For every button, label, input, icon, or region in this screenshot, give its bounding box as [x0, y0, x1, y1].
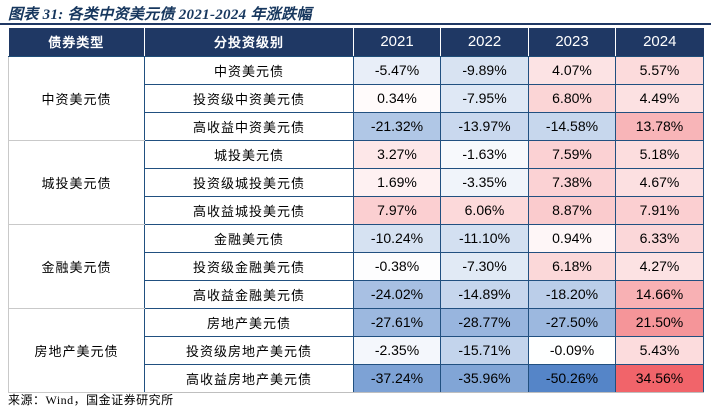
table-body: 中资美元债 中资美元债 -5.47% -9.89% 4.07% 5.57% 投资级中资美元债…: [8, 55, 704, 393]
value-cell: -3.35%: [440, 167, 529, 197]
value-cell: -35.96%: [440, 363, 529, 393]
value-cell: -15.71%: [440, 335, 529, 365]
value-cell: -0.09%: [528, 335, 616, 365]
value-cell: -7.30%: [440, 251, 529, 281]
value-cell: -11.10%: [440, 223, 529, 253]
bond-type-cell: 金融美元债: [8, 223, 145, 309]
value-cell: -27.50%: [528, 307, 616, 337]
bond-type-cell: 城投美元债: [8, 139, 145, 225]
table-header: 债券类型 分投资级别 2021 2022 2023 2024: [8, 28, 704, 57]
rating-label-cell: 金融美元债: [144, 223, 354, 253]
value-cell: -21.32%: [353, 111, 441, 141]
value-cell: -14.58%: [528, 111, 616, 141]
value-cell: -14.89%: [440, 279, 529, 309]
value-cell: -13.97%: [440, 111, 529, 141]
column-header-year: 2024: [615, 28, 704, 57]
rating-label-cell: 中资美元债: [144, 55, 354, 85]
bond-type-cell: 房地产美元债: [8, 307, 145, 393]
value-cell: 4.07%: [528, 55, 616, 85]
table-row: 投资级金融美元债 -0.38% -7.30% 6.18% 4.27%: [9, 251, 704, 281]
source-note: 来源：Wind，国金证券研究所: [8, 393, 174, 407]
value-cell: 34.56%: [615, 363, 704, 393]
value-cell: 7.59%: [528, 139, 616, 169]
rating-label-cell: 城投美元债: [144, 139, 354, 169]
value-cell: 6.18%: [528, 251, 616, 281]
figure-title: 图表 31: 各类中资美元债 2021-2024 年涨跌幅: [8, 7, 312, 23]
value-cell: 13.78%: [615, 111, 704, 141]
column-header-rating-level: 分投资级别: [144, 28, 354, 57]
value-cell: 1.69%: [353, 167, 441, 197]
table-row: 高收益城投美元债 7.97% 6.06% 8.87% 7.91%: [9, 195, 704, 225]
value-cell: 0.94%: [528, 223, 616, 253]
value-cell: -37.24%: [353, 363, 441, 393]
value-cell: 5.43%: [615, 335, 704, 365]
rating-label-cell: 高收益城投美元债: [144, 195, 354, 225]
table-row: 投资级城投美元债 1.69% -3.35% 7.38% 4.67%: [9, 167, 704, 197]
bond-type-cell: 中资美元债: [8, 55, 145, 141]
table-row: 高收益房地产美元债 -37.24% -35.96% -50.26% 34.56%: [9, 363, 704, 393]
rating-label-cell: 高收益中资美元债: [144, 111, 354, 141]
value-cell: 5.57%: [615, 55, 704, 85]
rating-label-cell: 房地产美元债: [144, 307, 354, 337]
table-row: 投资级中资美元债 0.34% -7.95% 6.80% 4.49%: [9, 83, 704, 113]
table-row: 房地产美元债 房地产美元债 -27.61% -28.77% -27.50% 21.50%: [8, 307, 704, 393]
value-cell: 7.91%: [615, 195, 704, 225]
value-cell: -5.47%: [353, 55, 441, 85]
value-cell: -10.24%: [353, 223, 441, 253]
value-cell: -28.77%: [440, 307, 529, 337]
title-divider: [0, 23, 711, 25]
table-row: 高收益中资美元债 -21.32% -13.97% -14.58% 13.78%: [9, 111, 704, 141]
rating-label-cell: 高收益房地产美元债: [144, 363, 354, 393]
value-cell: 0.34%: [353, 83, 441, 113]
rating-label-cell: 高收益金融美元债: [144, 279, 354, 309]
table-header-row: 债券类型 分投资级别 2021 2022 2023 2024: [8, 28, 704, 57]
value-cell: 6.33%: [615, 223, 704, 253]
value-cell: -24.02%: [353, 279, 441, 309]
table-row: 投资级房地产美元债 -2.35% -15.71% -0.09% 5.43%: [9, 335, 704, 365]
value-cell: -50.26%: [528, 363, 616, 393]
heatmap-table: 债券类型 分投资级别 2021 2022 2023 2024 中资美元债 中资美元债 -5.4…: [8, 28, 704, 393]
rating-label-cell: 投资级房地产美元债: [144, 335, 354, 365]
value-cell: -7.95%: [440, 83, 529, 113]
value-cell: 4.27%: [615, 251, 704, 281]
column-header-bond-type: 债券类型: [8, 28, 145, 57]
value-cell: -2.35%: [353, 335, 441, 365]
value-cell: -27.61%: [353, 307, 441, 337]
value-cell: -18.20%: [528, 279, 616, 309]
column-header-year: 2021: [353, 28, 441, 57]
value-cell: 5.18%: [615, 139, 704, 169]
column-header-year: 2023: [528, 28, 616, 57]
value-cell: 7.97%: [353, 195, 441, 225]
value-cell: 14.66%: [615, 279, 704, 309]
value-cell: 6.06%: [440, 195, 529, 225]
value-cell: -9.89%: [440, 55, 529, 85]
value-cell: 3.27%: [353, 139, 441, 169]
table-row: 高收益金融美元债 -24.02% -14.89% -18.20% 14.66%: [9, 279, 704, 309]
value-cell: -1.63%: [440, 139, 529, 169]
rating-label-cell: 投资级城投美元债: [144, 167, 354, 197]
value-cell: 6.80%: [528, 83, 616, 113]
value-cell: 7.38%: [528, 167, 616, 197]
table-row: 金融美元债 金融美元债 -10.24% -11.10% 0.94% 6.33%: [8, 223, 704, 309]
column-header-year: 2022: [440, 28, 529, 57]
table-row: 城投美元债 城投美元债 3.27% -1.63% 7.59% 5.18%: [8, 139, 704, 225]
value-cell: 4.49%: [615, 83, 704, 113]
value-cell: -0.38%: [353, 251, 441, 281]
rating-label-cell: 投资级金融美元债: [144, 251, 354, 281]
value-cell: 8.87%: [528, 195, 616, 225]
rating-label-cell: 投资级中资美元债: [144, 83, 354, 113]
value-cell: 4.67%: [615, 167, 704, 197]
table-row: 中资美元债 中资美元债 -5.47% -9.89% 4.07% 5.57%: [8, 55, 704, 141]
value-cell: 21.50%: [615, 307, 704, 337]
